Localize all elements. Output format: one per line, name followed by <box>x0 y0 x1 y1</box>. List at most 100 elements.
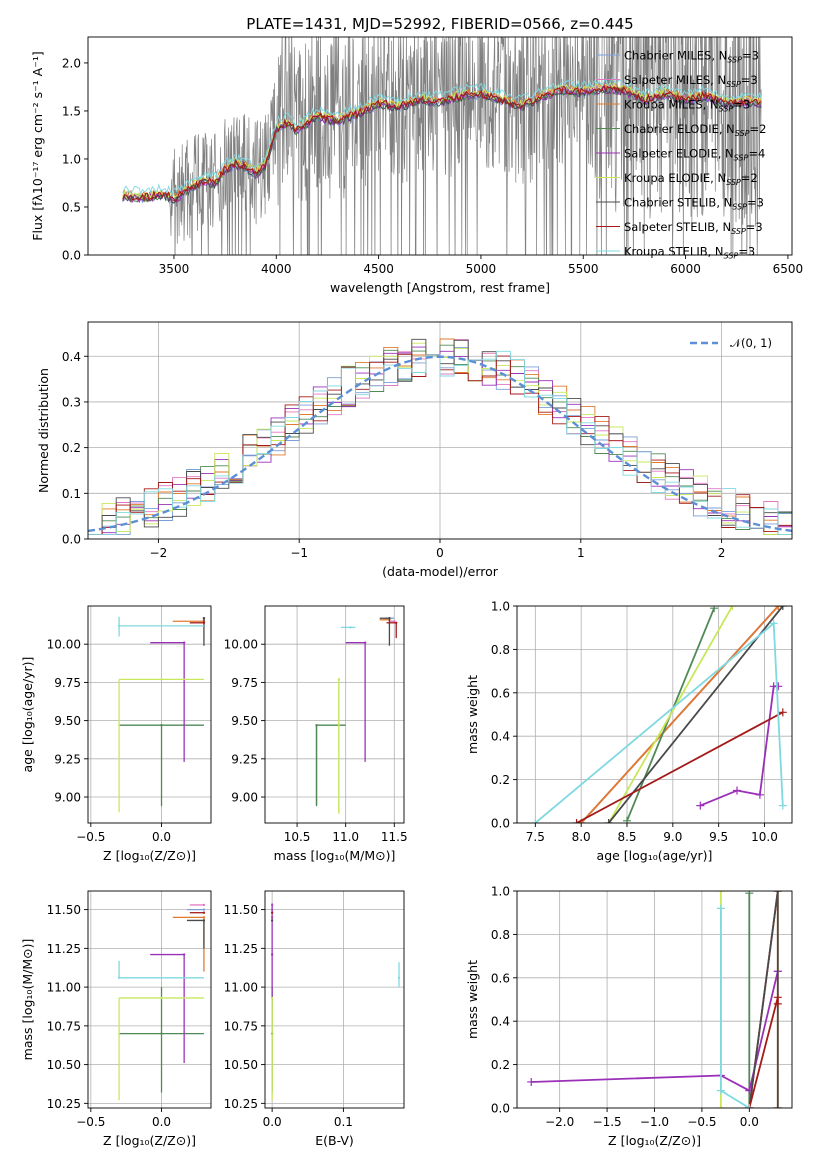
y-tick-label: 0.8 <box>491 928 510 942</box>
residuals-frame <box>87 321 793 540</box>
x-axis-label: mass [log₁₀(M/M⊙)] <box>274 848 396 863</box>
y-tick-label: 10.75 <box>47 1019 81 1033</box>
point-marker <box>202 617 206 620</box>
point-marker <box>160 996 163 1000</box>
mass-weight-marker <box>745 1104 754 1108</box>
x-tick-label: 0.0 <box>152 1115 171 1129</box>
mass-weight-marker <box>774 682 783 691</box>
normal-curve <box>88 355 792 533</box>
point-marker <box>388 617 391 620</box>
age_vs_Z-frame <box>87 605 212 824</box>
x-tick-label: −1.5 <box>593 1115 622 1129</box>
y-tick-label: 10.25 <box>47 1097 81 1111</box>
point-marker <box>270 953 274 956</box>
y-tick-label: 1.0 <box>62 152 81 166</box>
y-tick-label: 0.0 <box>62 249 81 263</box>
mass-weight-marker <box>733 786 741 795</box>
mass_weight_vs_age-panel: 7.5 8.0 8.5 9.0 9.5 10.0 0.0 0.2 0.4 0.6 0.8 1.0 age… <box>465 600 793 863</box>
point-marker <box>202 621 206 625</box>
y-axis-label: Normed distribution <box>36 368 51 493</box>
y-tick-label: 9.00 <box>54 791 81 805</box>
mass-weight-marker <box>769 619 778 628</box>
point-marker <box>202 903 206 907</box>
mass-weight-marker <box>778 708 787 717</box>
point-marker <box>270 919 274 922</box>
mass_weight_vs_Z-frame <box>516 890 793 1109</box>
mass_weight_vs_Z-plot-area <box>517 891 792 1108</box>
figure-title: PLATE=1431, MJD=52992, FIBERID=0566, z=0… <box>246 15 633 33</box>
point-marker <box>202 908 206 911</box>
residual-histogram <box>88 344 792 535</box>
mass-weight-line <box>748 891 779 1108</box>
x-tick-label: 5500 <box>568 262 599 276</box>
x-tick-label: −0.5 <box>76 1115 105 1129</box>
point-marker <box>270 911 274 914</box>
x-tick-label: 9.5 <box>709 830 728 844</box>
y-tick-label: 0.0 <box>491 1102 510 1116</box>
y-tick-label: 0.1 <box>62 487 81 501</box>
age_vs_Z-plot-area <box>88 606 211 823</box>
y-tick-label: 2.0 <box>62 56 81 70</box>
y-tick-label: 9.25 <box>231 752 258 766</box>
mass-weight-marker <box>745 891 754 898</box>
y-axis-label: age [log₁₀(age/yr)] <box>20 657 35 773</box>
x-tick-label: 1 <box>577 546 585 560</box>
point-marker <box>182 953 186 956</box>
y-tick-label: 1.0 <box>491 600 510 614</box>
mass-weight-line <box>607 606 784 823</box>
y-tick-label: 9.25 <box>54 752 81 766</box>
y-tick-label: 0.8 <box>491 643 510 657</box>
y-tick-label: 0.5 <box>62 200 81 214</box>
residuals-plot-area <box>88 322 792 539</box>
model-spectrum-line <box>122 86 762 204</box>
y-tick-label: 10.00 <box>47 638 81 652</box>
y-tick-label: 11.00 <box>224 981 258 995</box>
x-tick-label: 5000 <box>466 262 497 276</box>
point-marker <box>349 626 352 629</box>
point-marker <box>395 621 398 625</box>
y-tick-label: 0.2 <box>491 773 510 787</box>
x-tick-label: 3500 <box>159 262 190 276</box>
x-axis-label: Z [log₁₀(Z/Z⊙)] <box>608 1133 701 1148</box>
spectrum-plot-area <box>122 37 762 255</box>
legend-entry: Kroupa MILES, NSSP=3 <box>624 98 750 114</box>
mass-weight-marker <box>604 819 613 823</box>
y-tick-label: 9.50 <box>54 714 81 728</box>
y-tick-label: 0.4 <box>491 1015 510 1029</box>
y-tick-label: 10.50 <box>224 1058 258 1072</box>
legend-entry: Chabrier STELIB, NSSP=3 <box>624 196 764 212</box>
mass-weight-marker <box>778 801 787 810</box>
mass-weight-line <box>607 606 734 823</box>
x-tick-label: 8.0 <box>572 830 591 844</box>
x-tick-label: 4500 <box>363 262 394 276</box>
model-spectrum-line <box>122 84 762 203</box>
point-marker <box>202 911 206 914</box>
mass-weight-marker <box>623 816 631 823</box>
y-tick-label: 10.00 <box>224 638 258 652</box>
x-tick-label: 2 <box>718 546 726 560</box>
mass_vs_ebv-plot-area <box>265 891 404 1108</box>
y-tick-label: 0.4 <box>62 350 81 364</box>
x-tick-label: −0.5 <box>687 1115 716 1129</box>
y-tick-label: 0.4 <box>491 730 510 744</box>
point-marker <box>160 723 163 727</box>
mass-weight-marker <box>716 1104 725 1108</box>
x-axis-label: age [log₁₀(age/yr)] <box>597 848 713 863</box>
point-marker <box>160 1032 163 1035</box>
x-tick-label: 8.5 <box>617 830 636 844</box>
mass-weight-marker <box>773 1104 782 1108</box>
mass-weight-marker <box>716 1086 725 1095</box>
mass-weight-marker <box>527 1077 536 1086</box>
mass-weight-line <box>580 606 779 823</box>
y-tick-label: 0.6 <box>491 686 510 700</box>
x-tick-label: −1 <box>290 546 308 560</box>
mass_weight_vs_age-frame <box>516 605 793 824</box>
point-marker <box>363 641 367 644</box>
x-tick-label: 10.0 <box>751 830 778 844</box>
x-axis-label: Z [log₁₀(Z/Z⊙)] <box>103 1133 196 1148</box>
x-tick-label: 0.0 <box>263 1115 282 1129</box>
y-tick-label: 11.50 <box>47 903 81 917</box>
x-tick-label: 4000 <box>261 262 292 276</box>
mass-weight-line <box>748 997 779 1108</box>
spectrum-panel: 3500 4000 4500 5000 5500 6000 6500 0.0 0.5 1.0 1.5… <box>30 36 803 295</box>
